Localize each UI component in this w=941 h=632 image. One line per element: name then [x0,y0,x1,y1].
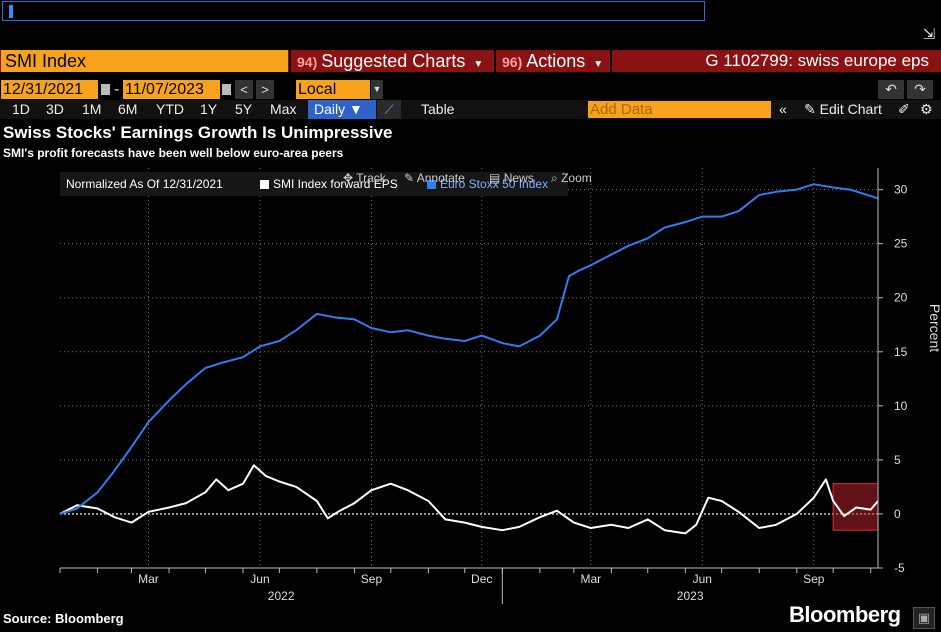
table-button[interactable]: Table [421,101,455,117]
y-tick-label: 10 [894,399,908,413]
y-tick-label: 20 [894,291,908,305]
add-data-input[interactable]: Add Data [588,101,771,118]
zoom-icon: ⌕ [551,171,558,185]
y-axis-title: Percent [927,304,941,352]
graph-title: G 1102799: swiss europe eps [705,51,929,70]
news-label: News [503,171,534,185]
calendar-icon[interactable] [222,84,231,95]
y-tick-label: 25 [894,237,908,251]
legend-swatch-eurostoxx [427,180,436,189]
bloomberg-logo: Bloomberg [789,602,901,627]
x-tick-label: Sep [361,572,383,586]
x-tick-label: Jun [693,572,712,586]
separator [610,50,612,72]
edit-chart-button[interactable]: ✎ Edit Chart [804,100,882,119]
calendar-icon[interactable] [101,84,110,95]
source-note: Source: Bloomberg [3,611,124,626]
security-ticker-field[interactable]: SMI Index [1,50,288,72]
period-1y[interactable]: 1Y [200,101,218,117]
period-1d[interactable]: 1D [12,101,30,117]
period-6m[interactable]: 6M [118,101,138,117]
next-period-button[interactable]: > [256,80,274,99]
y-tick-label: 0 [894,507,901,521]
text-cursor [9,5,13,18]
chart-subtitle: SMI's profit forecasts have been well be… [3,146,344,160]
end-date-input[interactable]: 11/07/2023 [123,80,220,99]
period-ytd[interactable]: YTD [156,101,184,117]
annotate-icon: ✎ [404,171,415,185]
year-label: 2022 [268,589,295,603]
track-tool[interactable]: ✥ Track [343,171,386,185]
start-date-input[interactable]: 12/31/2021 [1,80,98,99]
chevron-down-icon[interactable]: ▼ [371,80,383,99]
draw-icon[interactable]: ✐ [898,101,910,117]
separator [289,50,291,72]
y-tick-label: 5 [894,453,901,467]
track-icon: ✥ [343,171,354,185]
suggested-charts-code: 94) [297,54,318,70]
logo-menu-icon[interactable]: ▣ [913,607,935,629]
actions-code: 96) [502,54,523,70]
chevron-down-icon: ▼ [593,59,604,70]
actions-label: Actions [526,51,586,71]
frequency-select[interactable]: Daily ▼ [308,100,376,119]
grid-lines [60,168,878,569]
annotate-tool[interactable]: ✎ Annotate [404,171,465,185]
line-chart-icon[interactable]: ⟋ [377,100,401,119]
news-tool[interactable]: ▤ News [489,171,534,185]
period-max[interactable]: Max [270,101,297,117]
x-tick-label: Dec [471,572,492,586]
normalized-label: Normalized As Of 12/31/2021 [66,177,223,191]
track-label: Track [356,171,386,185]
smi-forward-eps-line [59,464,879,535]
year-label: 2023 [677,589,704,603]
axes: -5 0 5 10 15 20 25 30 Mar Jun Sep Dec Mar Jun Sep 2022 2… [59,168,941,604]
redo-icon[interactable]: ↷ [907,80,933,99]
chevron-down-icon: ▼ [349,101,363,117]
news-icon: ▤ [489,171,501,185]
undo-icon[interactable]: ↶ [878,80,904,99]
command-line-input[interactable] [2,1,705,21]
pop-out-icon[interactable]: ⇲ [922,26,936,43]
y-tick-label: 15 [894,345,908,359]
legend-swatch-smi [260,180,269,189]
collapse-icon[interactable]: « [779,101,787,117]
series-lines [59,183,879,535]
chevron-down-icon: ▼ [473,59,484,70]
x-tick-label: Jun [250,572,269,586]
period-5y[interactable]: 5Y [235,101,253,117]
y-tick-label: 30 [894,183,908,197]
frequency-label: Daily [314,101,346,117]
legend-eurostoxx: Euro Stoxx 50 Index [440,177,549,191]
actions-button[interactable]: 96) Actions ▼ [502,50,603,72]
x-tick-label: Mar [580,572,601,586]
period-1m[interactable]: 1M [82,101,102,117]
gear-icon[interactable]: ⚙ [920,101,933,117]
x-tick-label: Mar [138,572,159,586]
legend-box [60,172,568,196]
annotate-label: Annotate [416,171,465,185]
previous-period-button[interactable]: < [235,80,253,99]
zoom-tool[interactable]: ⌕ Zoom [551,171,592,185]
period-3d[interactable]: 3D [46,101,64,117]
legend-smi: SMI Index forward EPS [273,177,398,191]
chart-title: Swiss Stocks' Earnings Growth Is Unimpre… [3,123,393,142]
eurostoxx-line [59,183,879,515]
edit-chart-label: Edit Chart [819,101,882,117]
pencil-icon: ✎ [804,101,816,117]
x-tick-label: Sep [803,572,825,586]
y-tick-label: -5 [894,561,905,575]
suggested-charts-label: Suggested Charts [321,51,466,71]
date-range-dash: - [114,81,120,98]
suggested-charts-button[interactable]: 94) Suggested Charts ▼ [297,50,483,72]
zoom-label: Zoom [561,171,592,185]
separator [494,50,496,72]
